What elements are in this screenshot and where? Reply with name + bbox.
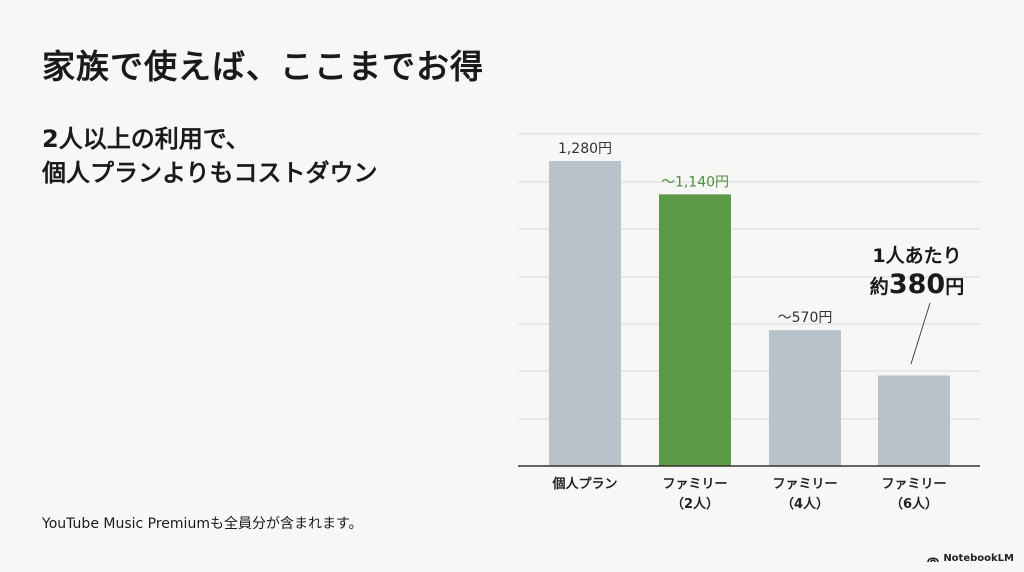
x-tick-label-0-0: 個人プラン — [551, 476, 617, 492]
data-label-0: 1,280円 — [558, 141, 612, 157]
subtitle-line-1: 2人以上の利用で、 — [42, 125, 250, 153]
bar-3 — [878, 375, 950, 466]
bar-0 — [549, 161, 621, 466]
brand-label: NotebookLM — [943, 553, 1014, 564]
x-tick-label-1-0: ファミリー — [662, 477, 727, 492]
x-tick-label-3-0: ファミリー — [881, 477, 946, 492]
annotation-label-line-1: 1人あたり — [872, 245, 961, 267]
notebooklm-brand: NotebookLM — [927, 553, 1014, 564]
data-label-1: 〜1,140円 — [661, 174, 729, 190]
x-tick-label-3-1: （6人） — [890, 496, 938, 512]
annotation-label-line-2: 約380円 — [870, 269, 964, 300]
slide-subtitle: 2人以上の利用で、 個人プランよりもコストダウン — [42, 122, 378, 190]
annotation-leader-line — [910, 302, 931, 365]
footnote: YouTube Music Premiumも全員分が含まれます。 — [42, 516, 363, 532]
x-tick-label-2-0: ファミリー — [772, 477, 837, 492]
annotation-suffix: 円 — [945, 276, 964, 298]
data-label-2: 〜570円 — [778, 310, 833, 326]
x-tick-label-1-1: （2人） — [671, 496, 719, 512]
x-tick-label-2-1: （4人） — [781, 496, 829, 512]
subtitle-line-2: 個人プランよりもコストダウン — [42, 159, 378, 187]
bar-1 — [659, 194, 731, 466]
bar-2 — [769, 330, 841, 466]
slide-title: 家族で使えば、ここまでお得 — [42, 47, 484, 86]
annotation-value: 380 — [889, 269, 945, 300]
annotation-prefix: 約 — [870, 275, 889, 298]
notebooklm-logo-icon — [927, 556, 940, 562]
